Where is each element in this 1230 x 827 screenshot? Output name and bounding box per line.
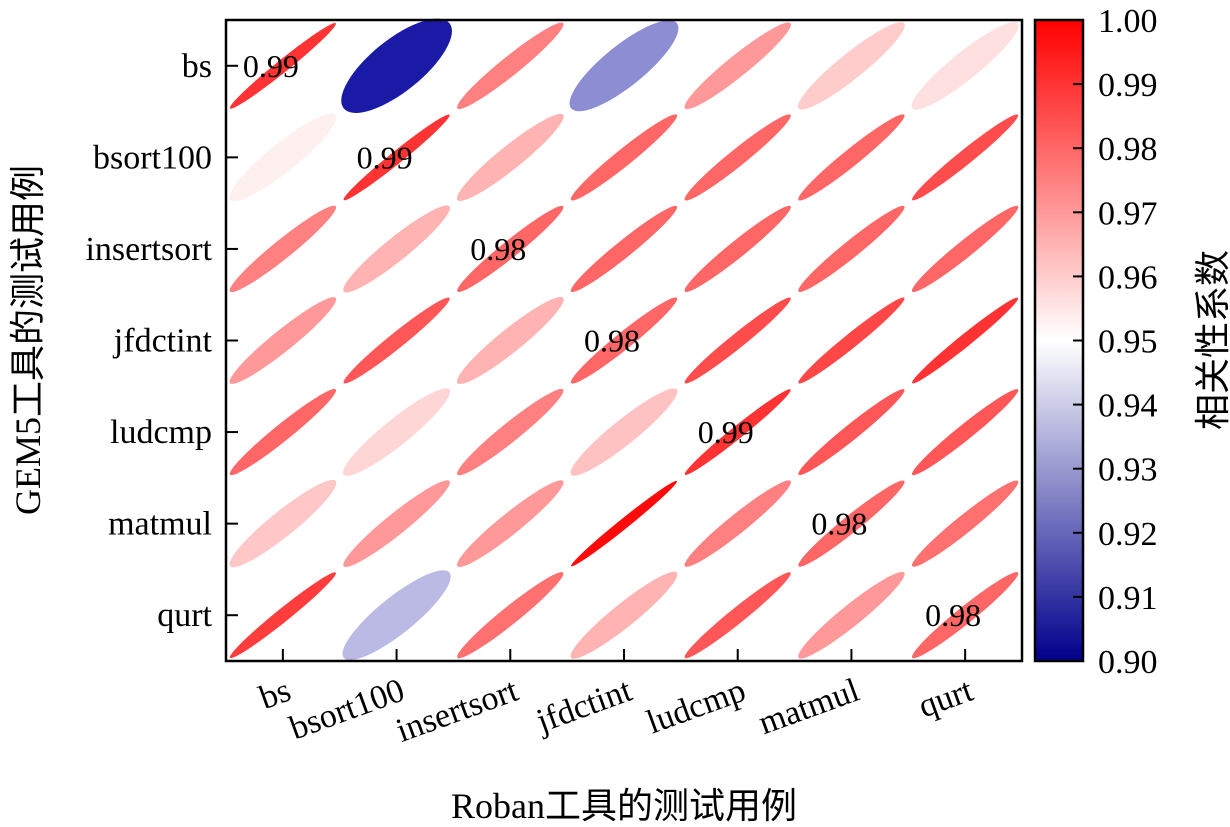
ellipse-bsort100-ludcmp: [684, 114, 791, 201]
ellipse-ludcmp-bsort100: [343, 388, 451, 476]
x-tick-label: ludcmp: [642, 672, 750, 742]
ellipse-matmul-bs: [229, 479, 337, 568]
ellipse-qurt-matmul: [798, 571, 905, 659]
diagonal-label: 0.98: [584, 323, 640, 359]
ellipse-ludcmp-matmul: [798, 389, 905, 476]
ellipse-matmul-bsort100: [343, 480, 450, 567]
ellipse-ludcmp-qurt: [911, 389, 1019, 476]
diagonal-label: 0.99: [357, 139, 413, 175]
colorbar-tick-label: 0.97: [1098, 195, 1158, 232]
ellipse-ludcmp-ludcmp: [684, 389, 791, 475]
ellipse-insertsort-qurt: [911, 205, 1019, 292]
colorbar-tick-label: 0.93: [1098, 452, 1158, 489]
diagonal-label: 0.98: [470, 231, 526, 267]
ellipse-bsort100-bs: [229, 113, 337, 202]
x-axis-title: Roban工具的测试用例: [451, 786, 797, 826]
ellipse-bs-qurt: [911, 21, 1019, 110]
diagonal-label: 0.99: [698, 414, 754, 450]
y-axis-title: GEM5工具的测试用例: [8, 165, 48, 515]
ellipse-bs-insertsort: [457, 22, 564, 110]
x-tick-label: insertsort: [391, 672, 523, 750]
ellipse-insertsort-jfdctint: [570, 205, 678, 292]
y-tick-label: ludcmp: [110, 414, 212, 451]
x-tick-label: jfdctint: [531, 672, 637, 741]
colorbar-tick-label: 0.94: [1098, 388, 1158, 425]
ellipse-jfdctint-bs: [229, 297, 337, 384]
ellipse-jfdctint-insertsort: [456, 296, 564, 385]
ellipse-qurt-insertsort: [457, 572, 564, 659]
ellipse-qurt-jfdctint: [570, 571, 678, 659]
ellipse-matmul-jfdctint: [571, 480, 677, 567]
y-tick-label: qurt: [157, 597, 212, 634]
y-tick-label: matmul: [108, 506, 212, 543]
ellipse-bs-jfdctint: [569, 20, 679, 112]
ellipse-jfdctint-ludcmp: [684, 297, 791, 384]
colorbar-tick-label: 0.98: [1098, 131, 1158, 168]
y-tick-label: bs: [182, 48, 212, 85]
ellipse-bs-ludcmp: [684, 22, 792, 110]
x-tick-label: qurt: [914, 672, 979, 726]
ellipse-bsort100-jfdctint: [570, 114, 678, 201]
ellipse-insertsort-bs: [229, 205, 337, 293]
ellipse-qurt-qurt: [911, 572, 1019, 659]
ellipse-insertsort-bsort100: [343, 205, 450, 293]
colorbar-tick-label: 0.99: [1098, 67, 1158, 104]
x-tick-label: bsort100: [285, 672, 409, 747]
colorbar-ticks: 1.00 0.99 0.98 0.97 0.96 0.95 0.94 0.93 0.92 0.91…: [1073, 3, 1158, 681]
colorbar-tick-label: 0.91: [1098, 580, 1158, 617]
colorbar-tick-label: 0.96: [1098, 259, 1158, 296]
ellipse-jfdctint-jfdctint: [570, 297, 678, 384]
ellipse-jfdctint-qurt: [912, 297, 1019, 384]
ellipse-matmul-insertsort: [456, 480, 564, 567]
ellipse-insertsort-matmul: [798, 205, 905, 292]
ellipse-ludcmp-insertsort: [457, 388, 564, 476]
diagonal-label: 0.99: [243, 48, 299, 84]
ellipse-bs-bs: [229, 22, 336, 109]
ellipse-bsort100-matmul: [798, 114, 905, 201]
ellipse-bsort100-bsort100: [343, 114, 450, 201]
ellipse-bs-bsort100: [341, 18, 452, 113]
y-axis-ticks: bs bsort100 insertsort jfdctint ludcmp matmul…: [85, 48, 238, 634]
y-tick-label: jfdctint: [113, 323, 213, 360]
colorbar-tick-label: 0.92: [1098, 516, 1158, 553]
diagonal-label: 0.98: [925, 597, 981, 633]
ellipse-jfdctint-matmul: [798, 297, 905, 384]
ellipse-bsort100-insertsort: [456, 113, 564, 201]
y-tick-label: insertsort: [85, 231, 212, 268]
ellipse-qurt-bs: [229, 572, 336, 659]
ellipse-matmul-qurt: [911, 480, 1019, 567]
colorbar-tick-label: 1.00: [1098, 3, 1158, 40]
diagonal-label: 0.98: [811, 506, 867, 542]
ellipse-insertsort-insertsort: [457, 205, 564, 292]
ellipse-matmul-matmul: [798, 480, 905, 567]
colorbar-tick-label: 0.90: [1098, 644, 1158, 681]
ellipse-ludcmp-jfdctint: [570, 388, 678, 476]
ellipse-ludcmp-bs: [229, 389, 337, 476]
x-tick-label: matmul: [754, 672, 864, 742]
y-tick-label: bsort100: [93, 139, 212, 176]
ellipse-qurt-bsort100: [342, 570, 451, 661]
ellipse-jfdctint-bsort100: [343, 297, 450, 384]
ellipse-qurt-ludcmp: [684, 572, 791, 659]
ellipse-bs-matmul: [797, 22, 905, 110]
colorbar-title: 相关性系数: [1193, 250, 1230, 430]
ellipse-insertsort-ludcmp: [684, 205, 791, 292]
ellipse-bsort100-qurt: [912, 114, 1019, 201]
ellipse-cells: [229, 18, 1019, 661]
diagonal-value-labels: 0.99 0.99 0.98 0.98 0.99 0.98 0.98: [243, 48, 981, 633]
ellipse-matmul-ludcmp: [684, 480, 791, 567]
colorbar-tick-label: 0.95: [1098, 324, 1158, 361]
